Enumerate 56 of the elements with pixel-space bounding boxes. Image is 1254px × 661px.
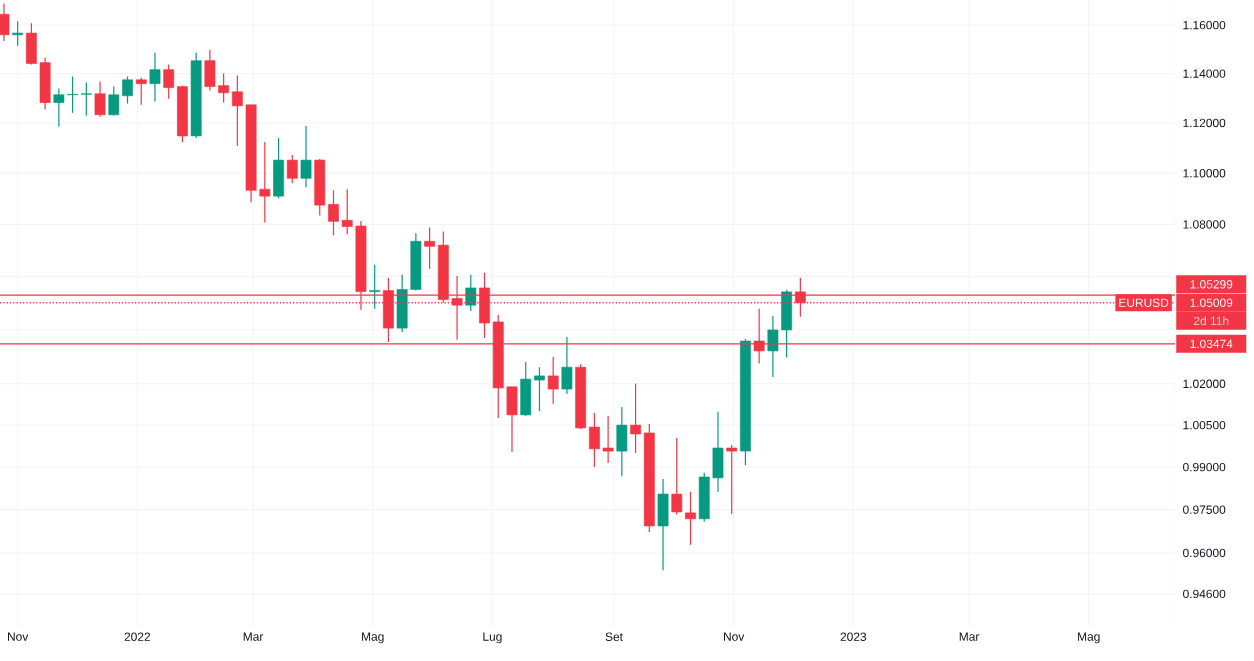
candlestick	[218, 73, 230, 104]
x-tick-label: Lug	[483, 632, 502, 644]
text: 1.05009	[1190, 298, 1233, 307]
y-tick-label: 1.08000	[1183, 220, 1226, 229]
text: 2d 11h	[1193, 316, 1229, 326]
candlestick	[67, 75, 78, 114]
x-tick-label: Mag	[1078, 632, 1100, 644]
x-tick-label: Mar	[243, 632, 264, 641]
candlestick	[80, 81, 92, 117]
candlestick	[767, 315, 779, 378]
candlestick	[231, 74, 243, 147]
x-tick-label: Nov	[724, 632, 745, 641]
candlestick	[108, 86, 120, 117]
candlestick	[259, 141, 271, 223]
y-tick-label: 1.16000	[1183, 20, 1226, 30]
y-tick-label: 1.00500	[1183, 420, 1226, 430]
candlestick	[94, 80, 106, 118]
candlestick	[547, 356, 559, 405]
x-tick-label: 2023	[840, 632, 867, 641]
x-tick-label: Set	[605, 632, 623, 641]
candlestick	[0, 2, 10, 42]
candlestick	[163, 63, 175, 100]
y-tick-label: 1.12000	[1183, 118, 1226, 128]
y-tick-label: 0.94600	[1183, 589, 1226, 599]
candlestick	[135, 76, 147, 106]
y-tick-label: 1.14000	[1183, 69, 1226, 78]
candlestick	[561, 336, 573, 395]
candlestick	[122, 75, 133, 105]
candlestick	[53, 88, 65, 128]
ref-line-label: EURUSD	[1119, 298, 1169, 307]
x-tick-label: Mag	[362, 632, 384, 644]
candlestick	[726, 444, 738, 515]
candlestick	[602, 415, 614, 464]
candlestick	[671, 437, 683, 516]
y-tick-label: 1.10000	[1183, 169, 1226, 178]
ref-line-label: 1.05299	[1190, 280, 1233, 289]
candlestick	[424, 226, 436, 270]
x-tick-label: Nov	[8, 632, 29, 641]
candlestick	[630, 382, 641, 454]
candlestick	[534, 366, 545, 412]
candlestick	[341, 188, 353, 235]
y-tick-label: 0.99000	[1183, 462, 1226, 472]
y-tick-label: 0.97500	[1183, 505, 1226, 514]
x-tick-label: Mar	[959, 632, 980, 641]
y-tick-label: 0.96000	[1183, 548, 1226, 558]
ref-line-label: 1.03474	[1190, 339, 1233, 349]
candlestick	[286, 154, 298, 184]
candlestick	[300, 125, 312, 188]
x-tick-label: 2022	[124, 632, 151, 641]
candlestick	[149, 52, 161, 103]
candlestick	[12, 20, 24, 47]
y-tick-label: 1.02000	[1183, 379, 1226, 389]
candlestick	[685, 491, 696, 546]
candlestick	[369, 264, 381, 310]
candlestick	[328, 189, 339, 236]
candlestick	[588, 412, 600, 468]
